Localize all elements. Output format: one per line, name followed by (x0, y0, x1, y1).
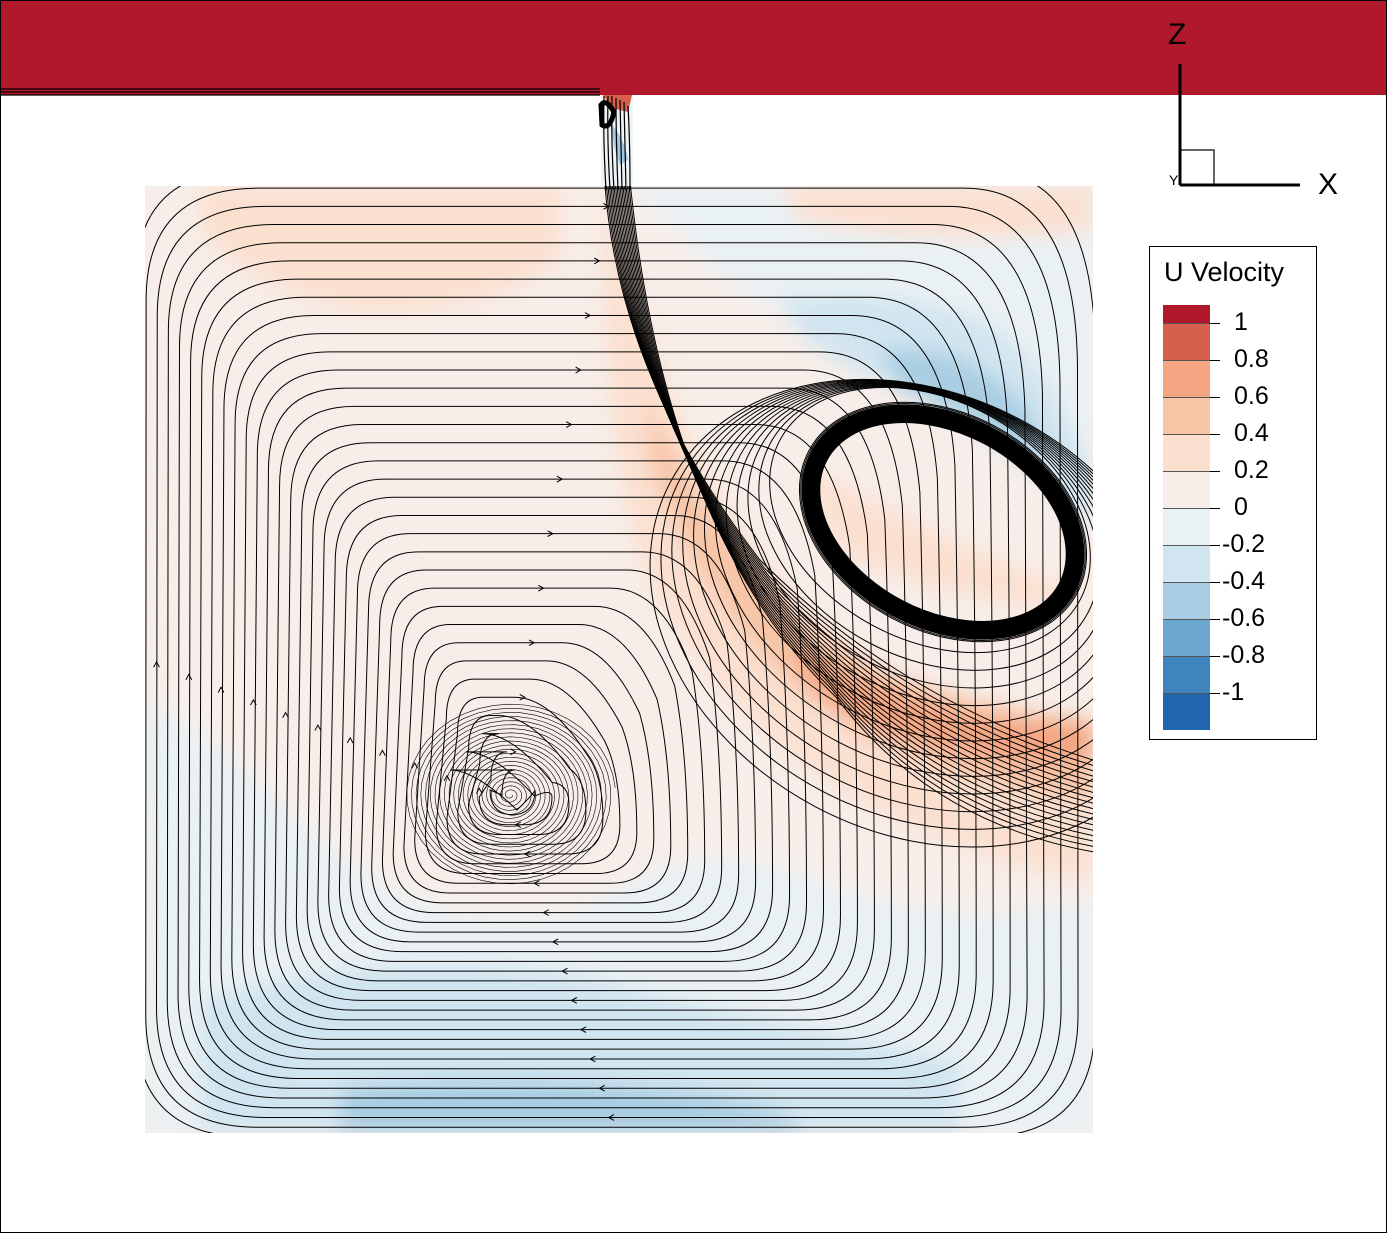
legend-swatch (1163, 434, 1210, 471)
legend-tick (1210, 397, 1220, 398)
legend-swatch (1163, 323, 1210, 360)
legend-title: U Velocity (1164, 257, 1285, 287)
axis-triad (1178, 64, 1300, 187)
legend-level-label: -0.4 (1222, 567, 1266, 595)
legend-tick (1210, 508, 1220, 509)
legend-level-label: 0.6 (1234, 382, 1269, 410)
u-velocity-contours (145, 186, 1093, 1133)
legend-level-label: -1 (1222, 678, 1245, 706)
legend-tick (1210, 545, 1220, 546)
inlet-corner-vortex (603, 95, 632, 112)
legend-swatch (1163, 305, 1210, 323)
y-axis-box (1179, 149, 1215, 186)
legend-level-label: 0.8 (1234, 345, 1269, 373)
corner-eddy (598, 100, 617, 129)
legend-swatch (1163, 656, 1210, 693)
legend-tick (1210, 582, 1220, 583)
legend-tick (1210, 360, 1220, 361)
legend-swatch (1163, 619, 1210, 656)
legend-level-label: 0 (1234, 493, 1248, 521)
streamline-arrows (153, 203, 615, 1121)
legend-level-label: -0.6 (1222, 604, 1266, 632)
legend-swatch (1163, 360, 1210, 397)
x-axis-label: X (1318, 168, 1339, 201)
legend-tick (1210, 656, 1220, 657)
legend-level-label: 0.2 (1234, 456, 1269, 484)
legend-swatch (1163, 508, 1210, 545)
legend-tick (1210, 434, 1220, 435)
moving-lid (1, 1, 1386, 95)
legend-swatch (1163, 397, 1210, 434)
legend-swatch (1163, 471, 1210, 508)
streamlines (145, 186, 1093, 1133)
z-axis-label: Z (1168, 18, 1187, 51)
legend-swatch (1163, 693, 1210, 730)
legend-tick (1210, 619, 1220, 620)
legend-level-label: -0.2 (1222, 530, 1266, 558)
inlet-streamlines (1, 88, 631, 191)
legend-tick (1210, 471, 1220, 472)
legend-swatch (1163, 582, 1210, 619)
legend-level-label: 1 (1234, 308, 1248, 336)
legend-swatch (1163, 545, 1210, 582)
legend-tick (1210, 693, 1220, 694)
legend-tick (1210, 323, 1220, 324)
legend-level-label: 0.4 (1234, 419, 1269, 447)
color-legend: U Velocity 1 0.8 0.6 0.4 0.2 0 -0.2 -0.4 -0.6 -0.… (1149, 246, 1317, 740)
y-axis-label: Y (1169, 172, 1179, 188)
legend-level-label: -0.8 (1222, 641, 1266, 669)
